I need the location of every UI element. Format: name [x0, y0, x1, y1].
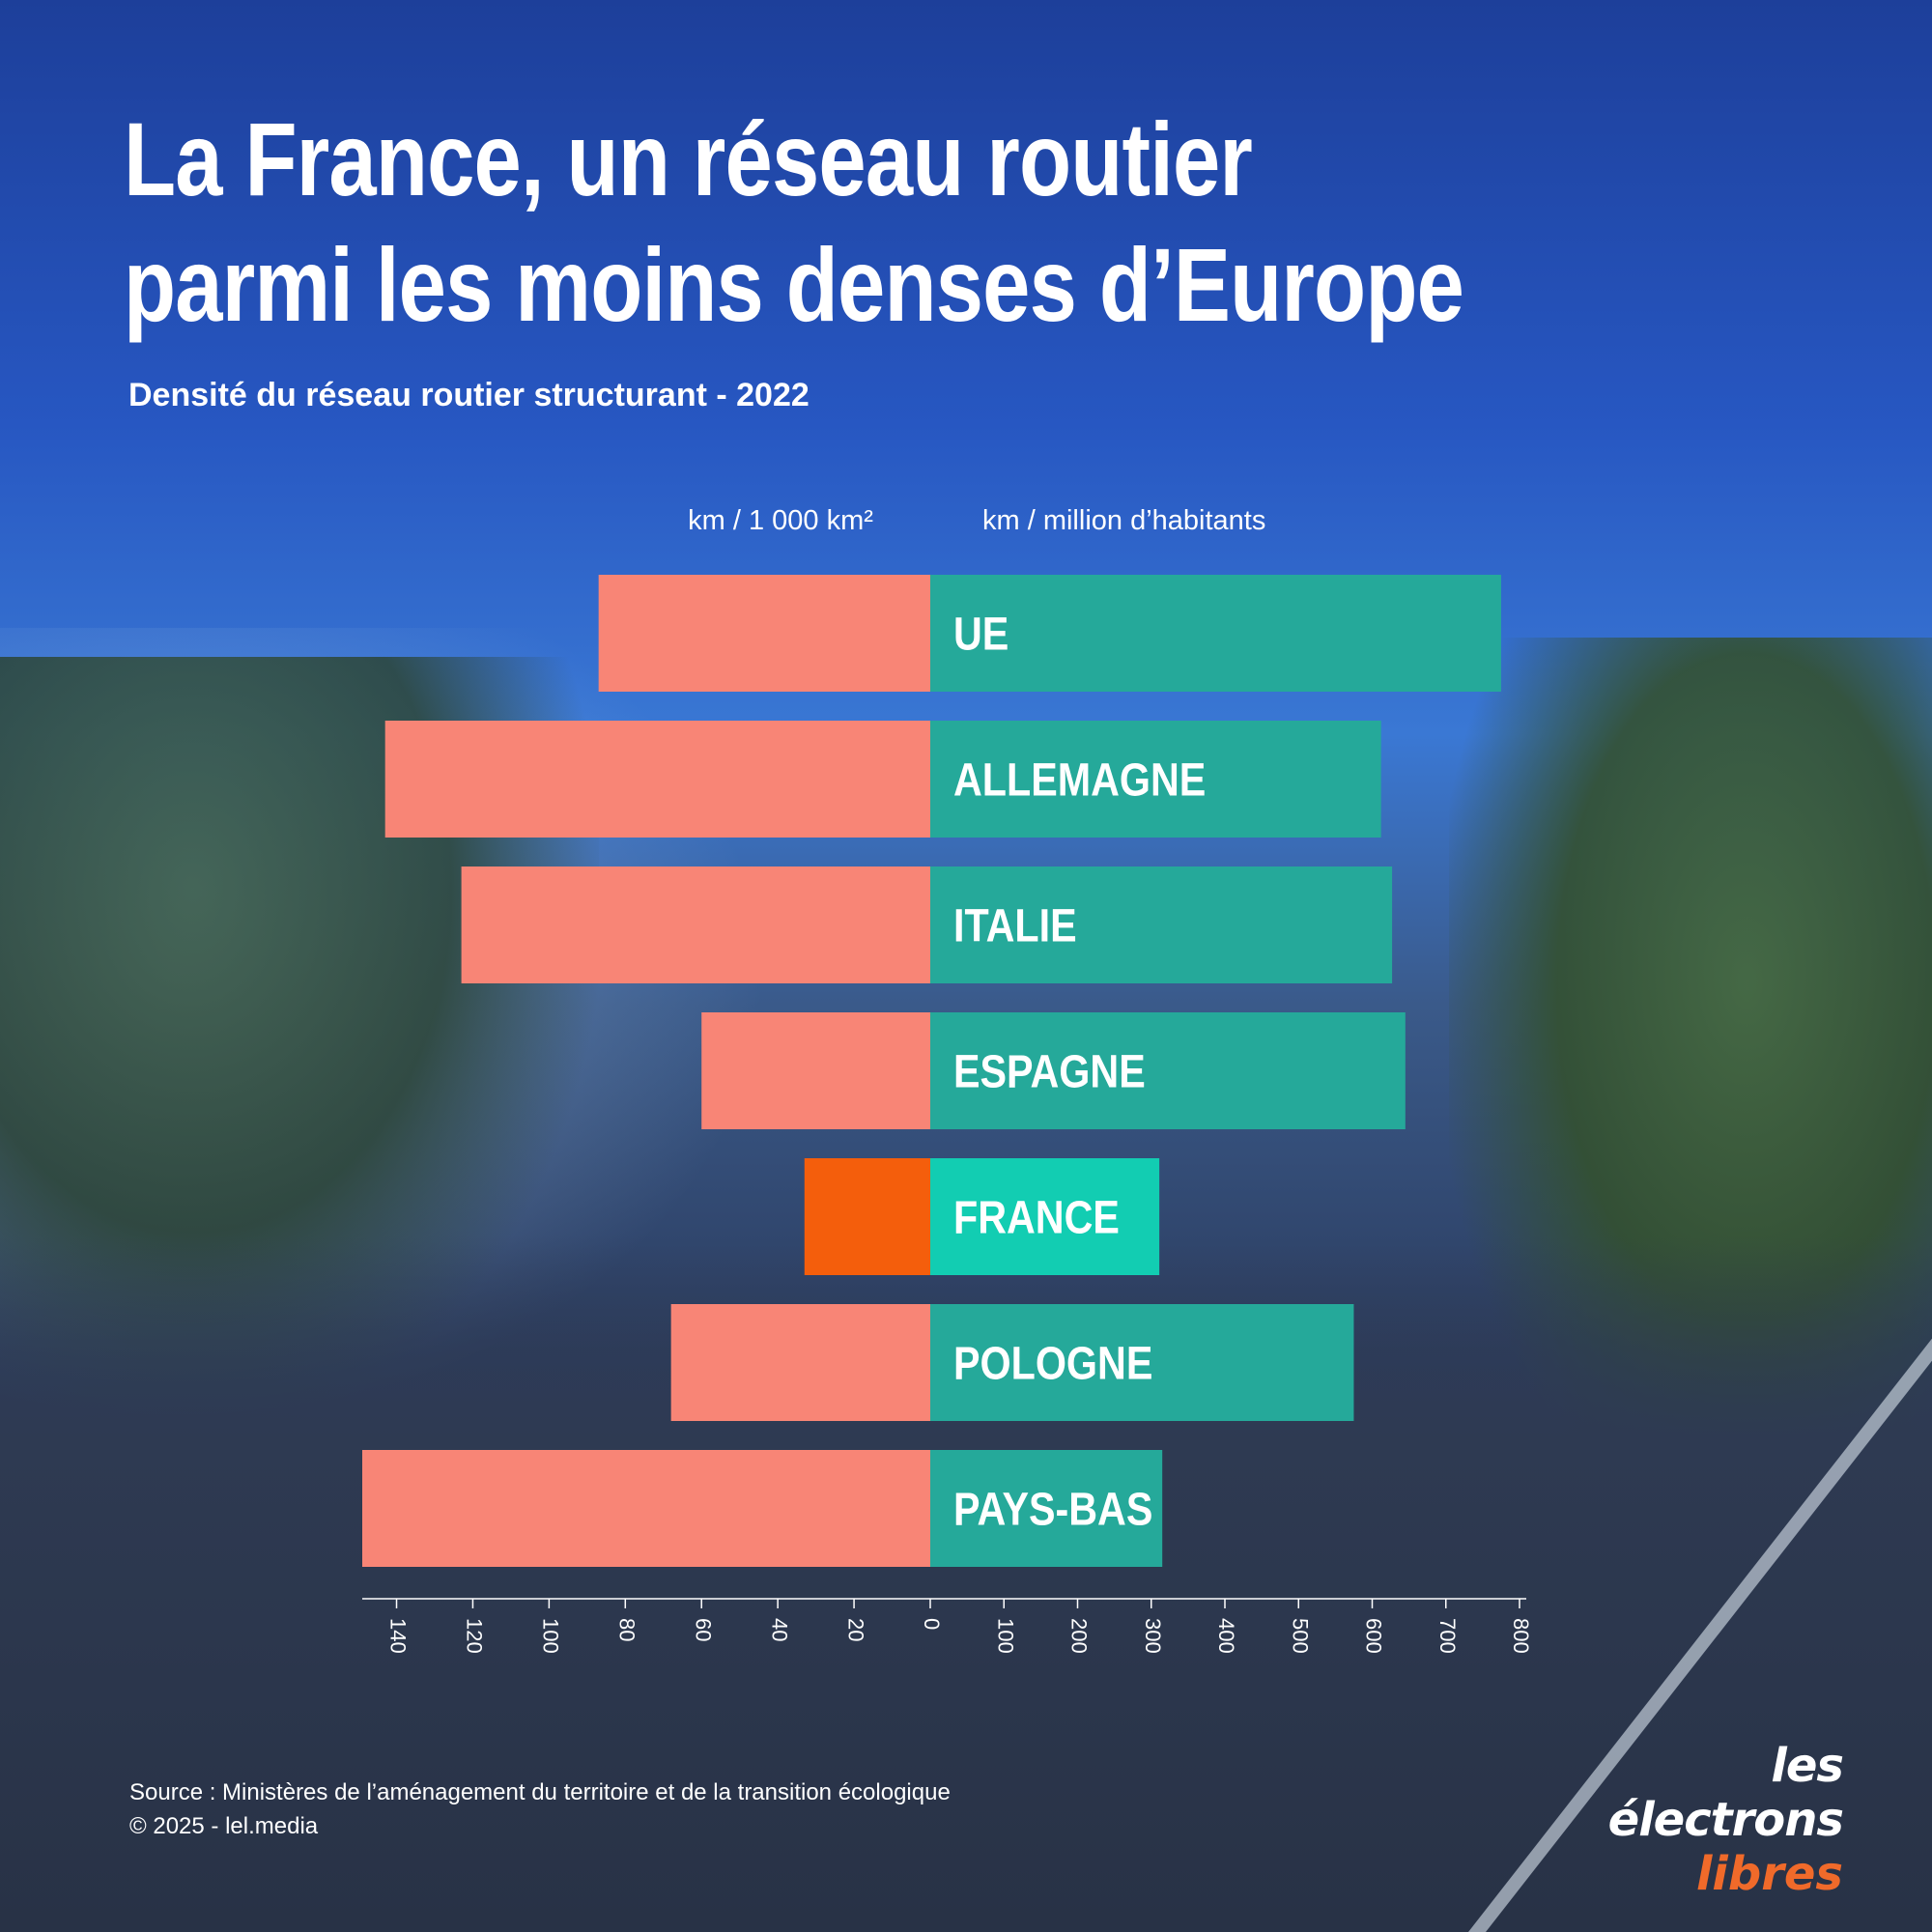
left-bar-france	[804, 1158, 930, 1275]
right-bar-france	[930, 1158, 1160, 1275]
right-tick-label: 200	[1067, 1618, 1092, 1654]
copyright: © 2025 - lel.media	[129, 1813, 319, 1839]
right-bar-espagne	[930, 1012, 1406, 1129]
left-tick-label: 80	[614, 1618, 639, 1641]
left-bar-espagne	[701, 1012, 930, 1129]
right-tick-label: 800	[1509, 1618, 1533, 1654]
left-tick-label: 120	[463, 1618, 487, 1654]
title-line-2: parmi les moins denses d’Europe	[124, 226, 1464, 343]
left-tick-label: 0	[920, 1618, 944, 1630]
category-label-france: FRANCE	[953, 1192, 1120, 1244]
left-bar-allemagne	[384, 721, 930, 838]
category-label-ue: UE	[953, 609, 1009, 661]
right-bar-italie	[930, 867, 1393, 983]
right-tick-label: 400	[1214, 1618, 1238, 1654]
right-bar-allemagne	[930, 721, 1381, 838]
category-label-espagne: ESPAGNE	[953, 1046, 1146, 1098]
right-tick-label: 600	[1362, 1618, 1386, 1654]
right-axis-label: km / million d’habitants	[982, 505, 1265, 536]
right-bar-pays-bas	[930, 1450, 1163, 1567]
logo-line-2: libres	[1695, 1847, 1843, 1901]
left-tick-label: 100	[539, 1618, 563, 1654]
left-tick-label: 20	[843, 1618, 867, 1641]
brand-logo: les électrons libres	[1563, 1739, 1844, 1901]
right-tick-label: 100	[993, 1618, 1017, 1654]
right-bar-pologne	[930, 1304, 1354, 1421]
category-label-pologne: POLOGNE	[953, 1338, 1152, 1390]
left-axis-label: km / 1 000 km²	[688, 505, 873, 536]
bars: UE ALLEMAGNE ITALIE ESPAGNE FRANCE POLOGNE PAY…	[362, 575, 1501, 1567]
footer: Source : Ministères de l’aménagement du …	[129, 1776, 951, 1843]
left-tick-label: 60	[691, 1618, 715, 1641]
right-bar-ue	[930, 575, 1501, 692]
right-tick-label: 500	[1288, 1618, 1312, 1654]
left-tick-label: 40	[767, 1618, 791, 1641]
left-tick-label: 140	[386, 1618, 411, 1654]
left-bar-pologne	[670, 1304, 930, 1421]
logo-line-1: les électrons	[1607, 1739, 1844, 1847]
right-tick-label: 300	[1141, 1618, 1165, 1654]
left-bar-ue	[598, 575, 930, 692]
chart-title: La France, un réseau routier parmi les m…	[124, 97, 1470, 348]
left-bar-pays-bas	[362, 1450, 930, 1567]
category-label-allemagne: ALLEMAGNE	[953, 754, 1206, 807]
right-tick-label: 700	[1435, 1618, 1460, 1654]
axis: 140 120 100 80 60 40 20 0 100 200 300 400 500 600 700 8…	[362, 1598, 1533, 1654]
chart-subtitle: Densité du réseau routier structurant - …	[128, 377, 810, 413]
category-label-pays-bas: PAYS-BAS	[953, 1484, 1152, 1536]
title-line-1: La France, un réseau routier	[124, 100, 1253, 217]
source-note: Source : Ministères de l’aménagement du …	[129, 1779, 951, 1805]
left-bar-italie	[461, 867, 930, 983]
category-label-italie: ITALIE	[953, 900, 1077, 952]
